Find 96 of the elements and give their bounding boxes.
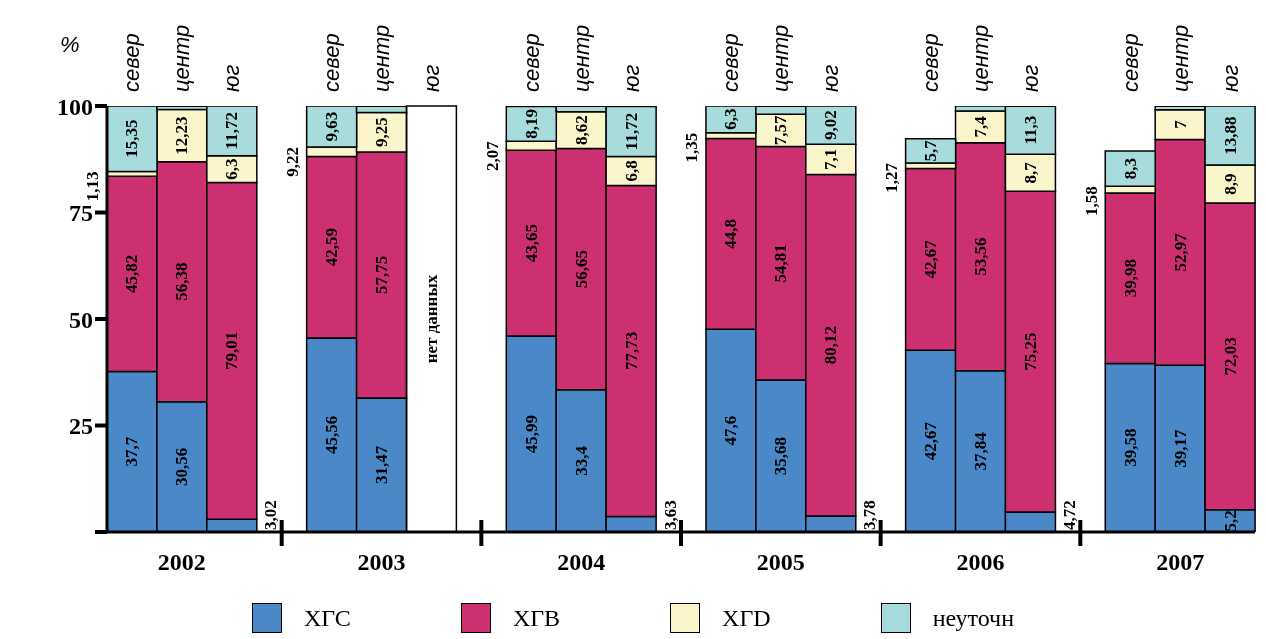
data-label: 4,72 [1059,500,1079,530]
data-label: 1,13 [83,171,103,202]
data-label: 1,35 [682,132,702,163]
data-label: 75,25 [1020,332,1040,371]
data-label: 7,1 [821,148,841,171]
data-label: 8,9 [1220,173,1240,195]
data-label: 3,78 [860,500,880,530]
data-label: 6,3 [721,108,741,130]
x-tick-label: центр [568,24,594,92]
text: 2004 [557,549,606,575]
data-label: 5,7 [921,139,941,162]
data-label: 11,3 [1020,115,1040,145]
data-label: 3,02 [261,500,281,530]
data-label: 2,07 [482,140,502,172]
data-label: 7,4 [970,115,990,138]
y-tick-label: 50 [69,306,93,333]
x-tick-label: юг [418,64,444,92]
data-label: 45,99 [521,414,541,454]
data-label: 39,58 [1120,428,1140,467]
data-label: 5,2 [1220,510,1240,532]
y-tick-label: 75 [69,200,93,227]
data-label: 52,97 [1170,232,1190,272]
x-tick-label: центр [369,24,395,92]
data-label: 8,7 [1020,161,1040,184]
data-label: 11,72 [222,112,242,150]
data-label: 1,27 [882,162,902,193]
data-label: 7 [1170,119,1190,129]
data-label: 53,56 [970,237,990,276]
legend-label: ХГС [303,604,351,632]
data-label: 42,59 [322,228,342,267]
data-label: 56,65 [571,249,591,289]
data-label: 37,84 [970,431,990,471]
y-axis-title: % [60,31,80,57]
data-label: 8,62 [571,115,591,145]
data-label: 15,35 [122,119,142,158]
data-label: 80,12 [821,326,841,365]
data-label: 9,25 [372,117,392,148]
data-label: 72,03 [1220,337,1240,376]
x-tick-label: юг [818,64,844,92]
x-tick-label: юг [1017,64,1043,92]
text: 2007 [1156,549,1205,575]
x-tick-label: центр [169,24,195,92]
y-tick-label: 25 [69,413,93,440]
data-label: 35,68 [771,436,791,476]
data-label: 39,17 [1170,428,1190,468]
data-label: 3,63 [660,500,680,530]
x-tick-label: север [718,33,744,92]
data-label: 42,67 [921,239,941,279]
x-tick-label: север [319,33,345,92]
data-label: 8,19 [521,109,541,139]
data-label: 42,67 [921,421,941,461]
data-label: 39,98 [1120,259,1140,298]
annotation: 9,22 [283,147,303,177]
data-label: 9,02 [821,110,841,140]
data-label: 54,81 [771,244,791,283]
legend-label: ХГВ [512,604,561,632]
text: 2006 [956,549,1005,575]
data-label: 30,56 [172,447,192,487]
legend-label: ХГD [722,604,771,632]
x-tick-label: север [1117,33,1143,92]
data-label: 44,8 [721,218,741,249]
x-tick-label: юг [1217,64,1243,92]
data-label: 9,63 [322,111,342,142]
data-label: 8,3 [1120,158,1140,180]
text: 2003 [357,549,406,575]
annotation: нет данных [421,274,441,364]
x-tick-label: север [918,33,944,92]
data-label: 13,88 [1220,116,1240,155]
x-tick-label: юг [618,64,644,92]
data-label: 37,7 [122,436,142,467]
data-label: 12,23 [172,116,192,155]
x-tick-label: центр [768,24,794,92]
x-tick-label: север [518,33,544,92]
data-label: 7,57 [771,115,791,146]
data-label: 43,65 [521,223,541,263]
data-label: 47,6 [721,415,741,446]
text: 2005 [756,549,805,575]
data-label: 31,47 [372,445,392,485]
data-label: 33,4 [571,445,591,476]
x-tick-label: центр [967,24,993,92]
data-label: 6,8 [621,160,641,182]
data-label: 57,75 [372,255,392,295]
y-tick-label: 100 [57,93,93,120]
x-tick-label: север [119,33,145,92]
data-label: 79,01 [222,331,242,370]
data-label: 45,82 [122,254,142,293]
legend-label: неуточн [932,604,1015,632]
text: 2002 [157,549,206,575]
x-tick-label: центр [1167,24,1193,92]
data-label: 6,3 [222,158,242,180]
data-label: 1,58 [1081,186,1101,217]
x-tick-label: юг [219,64,245,92]
data-label: 56,38 [172,262,192,301]
data-label: 77,73 [621,331,641,371]
data-label: 45,56 [322,415,342,455]
data-label: 11,72 [621,112,641,151]
